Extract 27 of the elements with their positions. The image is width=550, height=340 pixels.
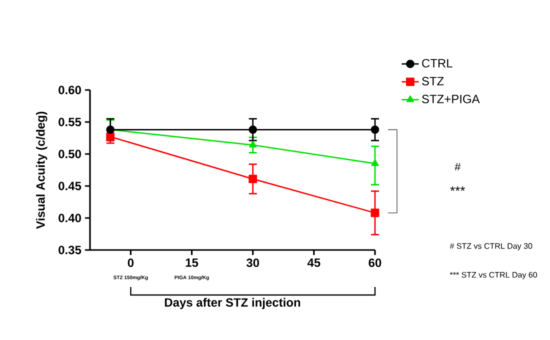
x-tick-label: 30: [246, 258, 260, 268]
y-tick-label: 0.35: [58, 246, 82, 254]
text: # STZ vs CTRL Day 30: [450, 243, 532, 250]
point: [371, 159, 379, 166]
x-tick-label: 60: [368, 258, 382, 268]
y-tick-label: 0.40: [58, 214, 81, 222]
y-tick-label: 0.60: [58, 86, 81, 94]
x-tick-label: 45: [307, 258, 320, 267]
point: [248, 174, 258, 184]
point: [248, 125, 258, 134]
legend-label: STZ+PIGA: [422, 94, 480, 104]
y-tick-label: 0.45: [58, 182, 82, 190]
y-axis-title: Visual Acuity (c/deg): [36, 112, 48, 229]
point: [106, 132, 115, 141]
point: [370, 125, 380, 134]
point: [249, 140, 257, 148]
legend-label: STZ: [422, 76, 444, 86]
text: #: [454, 163, 461, 171]
x-axis-title: Days after STZ injection: [164, 298, 300, 310]
text: ***: [450, 186, 466, 191]
x-tick-label: 15: [186, 258, 198, 267]
y-tick-label: 0.55: [58, 118, 82, 126]
point: [370, 208, 380, 218]
legend-label: CTRL: [422, 59, 452, 68]
x-tick-label: 0: [128, 258, 134, 268]
text: *** STZ vs CTRL Day 60: [450, 272, 538, 280]
y-tick-label: 0.50: [58, 150, 81, 158]
